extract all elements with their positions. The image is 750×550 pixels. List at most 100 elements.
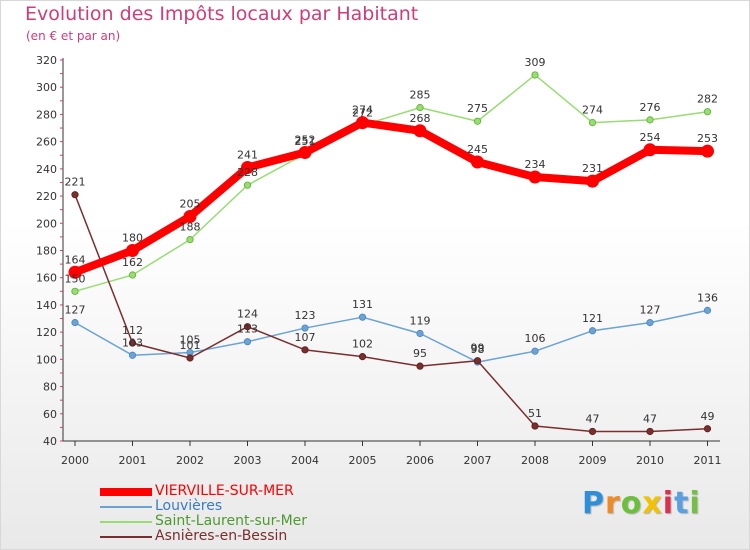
data-point <box>243 338 252 346</box>
data-label: 107 <box>295 331 316 344</box>
data-point <box>243 181 252 189</box>
data-point <box>588 427 597 436</box>
logo-letter: i <box>662 486 675 521</box>
y-tick-label: 40 <box>43 435 57 448</box>
data-point <box>473 117 482 125</box>
series-line <box>71 118 712 277</box>
data-label-layer: 164 180 205 241 252 274 268 245 234 231 254 253 127 1… <box>65 56 719 426</box>
data-label: 253 <box>697 132 718 145</box>
data-point <box>531 347 539 355</box>
data-label: 282 <box>697 93 718 106</box>
data-label: 150 <box>65 272 86 285</box>
data-label: 103 <box>122 336 143 349</box>
data-label: 98 <box>471 343 485 356</box>
data-point <box>646 116 654 124</box>
data-point <box>646 319 654 327</box>
data-point <box>128 339 137 347</box>
data-point <box>588 327 597 335</box>
data-point <box>243 323 252 331</box>
data-point <box>126 244 139 257</box>
x-tick-label: 2001 <box>119 454 147 467</box>
chart-axes: 40 60 80 100 120 140 160 180 200 220 240 260 280 300 3… <box>36 54 722 467</box>
data-label: 274 <box>582 104 603 117</box>
legend-swatch-asnieres <box>100 536 152 538</box>
data-label: 274 <box>352 104 373 117</box>
data-label: 234 <box>525 158 546 171</box>
data-label: 112 <box>122 324 143 337</box>
series-layer <box>68 71 714 436</box>
data-label: 47 <box>643 412 657 425</box>
data-label: 123 <box>295 309 316 322</box>
x-tick-label: 2002 <box>176 454 204 467</box>
data-label: 127 <box>65 304 86 317</box>
x-tick-label: 2005 <box>349 454 377 467</box>
legend-item: Saint-Laurent-sur-Mer <box>100 513 400 529</box>
data-label: 136 <box>697 291 718 304</box>
data-label: 162 <box>122 256 143 269</box>
y-tick-label: 320 <box>36 54 57 67</box>
proxiti-logo: Proxiti <box>582 486 701 521</box>
data-label: 51 <box>528 407 542 420</box>
legend-swatch-saint-laurent <box>100 521 152 523</box>
x-tick-label: 2007 <box>464 454 492 467</box>
data-point <box>703 108 712 116</box>
logo-letter: P <box>582 486 605 521</box>
data-label: 254 <box>640 131 661 144</box>
y-tick-label: 80 <box>43 381 57 394</box>
data-label: 95 <box>413 347 427 360</box>
y-tick-label: 200 <box>36 217 57 230</box>
data-point <box>471 155 484 169</box>
data-point <box>528 170 542 184</box>
x-tick-label: 2006 <box>406 454 434 467</box>
data-point <box>531 71 539 79</box>
data-point <box>416 104 424 112</box>
data-point <box>646 427 654 436</box>
data-label: 124 <box>237 308 258 321</box>
data-label: 106 <box>525 332 546 345</box>
data-point <box>358 313 367 321</box>
legend-item: Louvières <box>100 498 400 514</box>
logo-letter: t <box>674 486 690 521</box>
data-label: 180 <box>122 232 143 245</box>
data-point <box>241 160 254 174</box>
data-label: 119 <box>410 315 431 328</box>
data-label: 285 <box>410 89 431 102</box>
data-point <box>356 116 369 130</box>
data-point <box>703 425 712 433</box>
chart-subtitle: (en € et par an) <box>26 29 121 43</box>
data-label: 231 <box>582 162 603 175</box>
data-label: 121 <box>582 312 603 325</box>
y-tick-label: 240 <box>36 163 57 176</box>
legend-item: Asnières-en-Bessin <box>100 528 400 544</box>
data-point <box>128 351 137 359</box>
data-point <box>298 146 312 160</box>
data-point <box>586 174 599 188</box>
legend-label-louvieres: Louvières <box>155 498 223 514</box>
y-tick-label: 160 <box>36 272 57 285</box>
logo-letter: i <box>689 486 701 521</box>
data-label: 99 <box>471 342 485 355</box>
data-label: 228 <box>237 166 258 179</box>
y-tick-label: 300 <box>36 81 57 94</box>
data-point <box>71 191 79 199</box>
data-point <box>128 271 137 279</box>
data-label: 47 <box>586 412 600 425</box>
data-label: 49 <box>701 410 715 423</box>
chart-title: Evolution des Impôts locaux par Habitant <box>25 3 419 25</box>
data-label: 268 <box>410 112 431 125</box>
data-label: 245 <box>467 143 488 156</box>
data-label: 105 <box>180 334 201 347</box>
data-point <box>413 124 427 138</box>
data-point <box>186 236 194 244</box>
data-label: 113 <box>237 323 258 336</box>
y-tick-label: 120 <box>36 326 57 339</box>
data-point <box>588 118 597 127</box>
y-tick-label: 220 <box>36 190 57 203</box>
data-label: 241 <box>237 148 258 161</box>
data-label: 102 <box>352 338 373 351</box>
data-point <box>703 306 712 314</box>
y-tick-label: 140 <box>36 299 57 312</box>
logo-letter: o <box>620 486 643 521</box>
legend-label-saint-laurent: Saint-Laurent-sur-Mer <box>155 513 308 529</box>
